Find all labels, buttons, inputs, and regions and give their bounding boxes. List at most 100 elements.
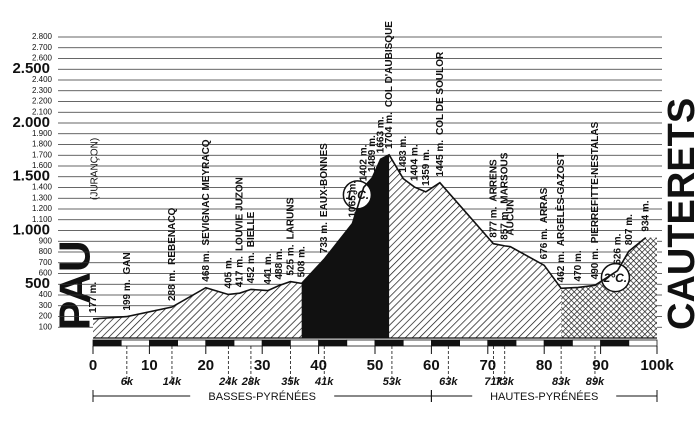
start-sublabel: (JURANÇON) <box>90 138 101 200</box>
altitude-label: 807 m. <box>623 214 634 245</box>
y-tick-label: 2.000 <box>12 114 50 131</box>
y-tick-label: 1.100 <box>32 215 53 224</box>
km-bar-segment <box>318 339 348 347</box>
km-mark-label: 41k <box>314 376 334 388</box>
place-label: MARSOUS <box>499 152 510 203</box>
region-label-bg <box>190 389 335 403</box>
x-tick-label: 40 <box>310 357 327 374</box>
x-tick-label: 10 <box>141 357 158 374</box>
altitude-label: 733 m. <box>319 222 330 253</box>
point-label: 490 m. PIERREFITTE-NESTALAS <box>590 121 601 279</box>
point-label: 676 m. ARRAS <box>539 187 550 259</box>
km-bar-segment <box>233 339 263 347</box>
y-tick-label: 600 <box>39 269 53 278</box>
climb-badge <box>600 262 631 293</box>
y-tick-label: 1.900 <box>32 129 53 138</box>
point-label: 1663 m. <box>375 116 386 153</box>
place-label: REBENACQ <box>167 207 178 264</box>
y-tick-label: 2.300 <box>32 86 53 95</box>
place-label: COL DE SOULOR <box>435 51 446 135</box>
altitude-label: 1489 m. <box>367 135 378 172</box>
point-label: 733 m. EAUX-BONNES <box>319 143 330 253</box>
altitude-label: 441 m. <box>262 253 273 284</box>
km-bar-segment <box>459 339 489 347</box>
region-label: BASSES-PYRÉNÉES <box>208 390 316 403</box>
km-mark-label: 73k <box>496 376 515 388</box>
km-mark-label: 6k <box>121 376 134 388</box>
x-tick-label: 80 <box>536 357 553 374</box>
y-tick-label: 500 <box>25 275 50 292</box>
climb-label: 2°C. <box>603 271 627 285</box>
place-label: AUCUN <box>505 200 516 236</box>
altitude-label: 405 m. <box>223 257 234 288</box>
km-bar-segment <box>374 339 404 347</box>
km-bar-segment <box>515 339 545 347</box>
y-tick-label: 1.600 <box>32 161 53 170</box>
km-bar-segment <box>628 339 658 347</box>
km-mark-label: 24k <box>218 376 238 388</box>
point-label: 452 m. BIELLE <box>246 211 257 283</box>
altitude-label: 468 m. <box>200 250 211 281</box>
point-label: AUCUN <box>505 200 516 236</box>
y-tick-label: 2.600 <box>32 54 53 63</box>
km-mark-label: 14k <box>163 376 182 388</box>
km-mark-label: 28k <box>241 376 261 388</box>
km-bar-segment <box>289 339 319 347</box>
y-tick-label: 2.800 <box>32 32 53 41</box>
place-label: ARRAS <box>539 187 550 223</box>
x-tick-label: 90 <box>592 357 609 374</box>
y-tick-label: 300 <box>39 301 53 310</box>
km-bar-segment <box>177 339 207 347</box>
region-label-bg <box>472 389 617 403</box>
km-bar-segment <box>572 339 602 347</box>
altitude-label: 417 m. <box>234 256 245 287</box>
point-label: 1489 m. <box>367 135 378 172</box>
point-label: 1483 m. <box>398 136 409 173</box>
x-tick-label: 30 <box>254 357 271 374</box>
altitude-label: 1359 m. <box>420 149 431 186</box>
km-bar-segment <box>346 339 376 347</box>
place-label: LOUVIE JUZON <box>234 177 245 251</box>
km-bar-segment <box>543 339 573 347</box>
point-label: 288 m. REBENACQ <box>167 207 178 301</box>
point-label: 508 m. <box>296 246 307 277</box>
altitude-label: 462 m. <box>556 251 567 282</box>
y-tick-label: 100 <box>39 322 53 331</box>
altitude-label: 288 m. <box>167 270 178 301</box>
km-bar-segment <box>261 339 291 347</box>
climb-area <box>301 154 390 338</box>
y-tick-label: 2.100 <box>32 107 53 116</box>
km-mark-label: 63k <box>439 376 458 388</box>
km-bar-segment <box>600 339 630 347</box>
y-tick-label: 2.500 <box>12 60 50 77</box>
point-label: 626 m. <box>612 233 623 264</box>
x-tick-label: 100k <box>640 357 674 374</box>
km-bar-segment <box>430 339 460 347</box>
point-label: 857 m. MARSOUS <box>499 152 510 240</box>
km-bar-segment <box>92 339 122 347</box>
x-tick-label: 0 <box>89 357 97 374</box>
place-label: LARUNS <box>285 197 296 239</box>
point-label: 1704 m. COL D'AUBISQUE <box>384 21 395 149</box>
point-label: 199 m. GAN <box>121 252 132 310</box>
km-bar-segment <box>205 339 235 347</box>
km-mark-label: 71k <box>484 376 503 388</box>
km-bar-segment <box>148 339 178 347</box>
x-tick-label: 50 <box>367 357 384 374</box>
x-tick-label: 60 <box>423 357 440 374</box>
altitude-label: 1402 m. <box>358 144 369 181</box>
point-label: 1402 m. <box>358 144 369 181</box>
point-label: 877 m. ARRENS <box>488 159 499 238</box>
altitude-label: 1483 m. <box>398 136 409 173</box>
altitude-label: 857 m. <box>499 209 510 240</box>
altitude-label: 488 m. <box>274 248 285 279</box>
y-tick-label: 1.300 <box>32 193 53 202</box>
altitude-label: 508 m. <box>296 246 307 277</box>
altitude-label: 1704 m. <box>384 112 395 149</box>
climb-label: 1°C. <box>346 188 369 202</box>
x-tick-label: 70 <box>479 357 496 374</box>
y-tick-label: 1.400 <box>32 183 53 192</box>
place-label: ARRENS <box>488 159 499 202</box>
point-label: 807 m. <box>623 214 634 245</box>
altitude-label: 877 m. <box>488 206 499 237</box>
